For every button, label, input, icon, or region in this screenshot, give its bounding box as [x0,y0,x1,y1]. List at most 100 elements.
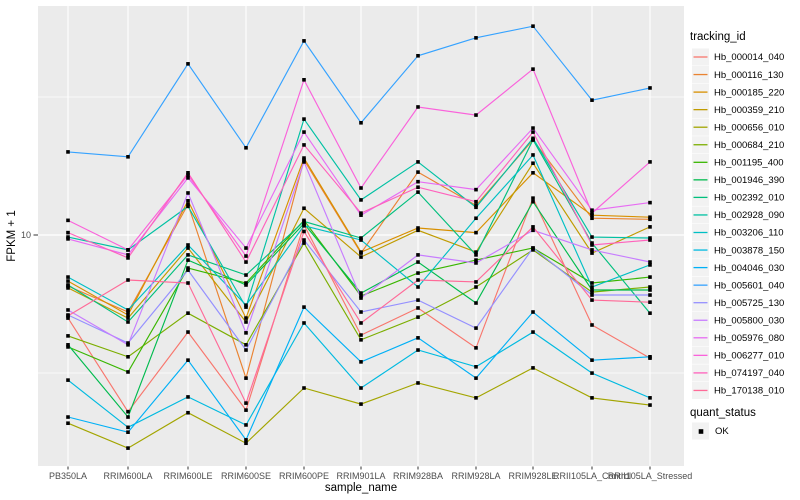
data-point [474,187,478,192]
data-point [66,316,70,320]
x-tick-label: RRIM928LE [508,471,557,481]
data-point [590,281,594,285]
data-point [186,253,190,257]
data-point [302,156,306,160]
data-point [302,238,306,242]
data-point [126,253,130,257]
data-point [244,260,248,264]
x-tick-label: RRII105LA_Control [553,471,631,481]
data-point [590,285,594,289]
data-point [531,225,535,229]
data-point [359,321,363,325]
legend-item-Hb_074197_040: Hb_074197_040 [714,368,784,379]
legend-item-Hb_005800_030: Hb_005800_030 [714,315,784,326]
data-point [359,186,363,190]
legend-title-tracking-id: tracking_id [690,31,746,43]
data-point [474,113,478,117]
data-point [244,438,248,442]
data-point [244,283,248,287]
y-tick-label: 10 [21,230,31,240]
x-tick-label: RRIM901LA [336,471,385,481]
data-point [474,285,478,289]
y-axis-title: FPKM + 1 [6,210,18,261]
legend-item-Hb_003878_150: Hb_003878_150 [714,245,784,256]
data-point [126,248,130,252]
data-point [126,343,130,347]
data-point [474,216,478,221]
legend-item-Hb_001195_400: Hb_001195_400 [714,158,784,169]
data-point [590,241,594,245]
data-point [648,86,652,90]
data-point [648,285,652,289]
data-point [474,205,478,210]
data-point [416,190,420,194]
data-point [590,216,594,221]
data-point [186,330,190,334]
ok-square-icon [698,429,704,434]
data-point [244,331,248,335]
data-point [126,430,130,434]
data-point [359,296,363,300]
data-point [474,346,478,350]
data-point [302,241,306,245]
data-point [590,208,594,212]
data-point [126,354,130,359]
data-point [126,313,130,317]
data-point [474,250,478,254]
data-point [302,158,306,162]
data-point [416,285,420,289]
data-point [186,199,190,203]
legend-item-Hb_000684_210: Hb_000684_210 [714,140,784,151]
data-point [531,161,535,166]
data-point [416,278,420,282]
data-point [359,213,363,217]
data-point [648,238,652,242]
data-point [416,381,420,385]
data-point [359,238,363,242]
legend-item-Hb_006277_010: Hb_006277_010 [714,351,784,362]
legend-item-Hb_000359_210: Hb_000359_210 [714,105,784,116]
data-point [590,243,594,247]
data-point [416,105,420,109]
data-point [359,402,363,406]
x-tick-label: RRIM600PE [279,471,329,481]
data-point [66,218,70,223]
data-point [302,160,306,164]
data-point [302,219,306,224]
data-point [648,275,652,279]
data-point [531,330,535,334]
data-point [244,441,248,446]
data-point [244,305,248,309]
data-point [126,425,130,430]
legend-item-Hb_000116_130: Hb_000116_130 [714,70,784,81]
data-point [648,160,652,164]
data-point [302,78,306,82]
data-point [66,286,70,290]
data-point [416,226,420,230]
data-point [186,246,190,250]
data-point [66,334,70,338]
data-point [416,228,420,233]
data-point [359,333,363,337]
data-point [359,360,363,364]
data-point [474,301,478,305]
data-point [590,213,594,217]
data-point [531,310,535,314]
data-point [590,323,594,327]
data-point [531,196,535,200]
legend-title-quant-status: quant_status [690,407,756,419]
data-point [590,98,594,102]
data-point [244,273,248,277]
data-point [126,310,130,314]
data-point [244,320,248,324]
data-point [416,315,420,319]
data-point [416,306,420,310]
data-point [590,371,594,375]
data-point [590,298,594,302]
data-point [416,253,420,257]
data-point [590,235,594,239]
data-point [416,185,420,190]
data-point [244,281,248,285]
x-tick-label: RRII105LA_Stressed [608,471,693,481]
